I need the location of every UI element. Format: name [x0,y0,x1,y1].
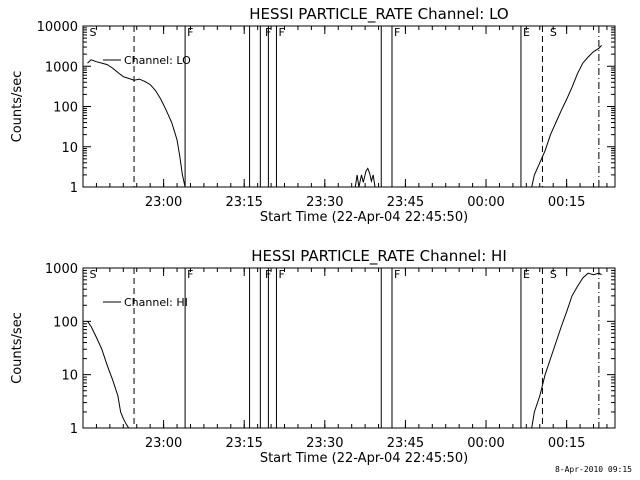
x-tick-label: 00:00 [467,436,504,451]
x-tick-label: 23:45 [387,195,424,210]
x-tick-label: 23:30 [306,195,343,210]
flag-label: F [265,26,271,39]
y-axis-label: Counts/sec [10,71,25,143]
flag-label: S [550,268,557,281]
series-line [531,272,602,429]
y-tick-label: 1000 [45,60,78,75]
x-tick-label: 00:15 [548,195,585,210]
y-tick-label: 10000 [37,20,78,35]
panel-lo: HESSI PARTICLE_RATE Channel: LO Counts/se… [10,5,616,225]
x-tick-label: 23:15 [225,195,262,210]
flag-label: F [278,26,284,39]
flag-label: F [278,268,284,281]
x-axis-label: Start Time (22-Apr-04 22:45:50) [260,451,468,466]
flag-label: F [187,26,193,39]
y-tick-label: 1 [70,422,78,437]
y-tick-label: 1000 [45,262,78,277]
y-tick-label: 10 [61,369,78,384]
flag-label: F [265,268,271,281]
plot-frame [82,267,616,429]
flag-label: F [394,26,400,39]
x-tick-label: 23:15 [225,436,262,451]
x-tick-label: 00:15 [548,436,585,451]
y-tick-label: 100 [53,101,78,116]
x-tick-label: 23:30 [306,436,343,451]
chart-title: HESSI PARTICLE_RATE Channel: HI [251,247,507,266]
legend-label: Channel: LO [124,54,191,67]
panel-hi: HESSI PARTICLE_RATE Channel: HI Counts/se… [10,247,616,466]
series-line [354,167,376,188]
flag-label: S [89,26,96,39]
footer-timestamp: 8-Apr-2010 09:15 [554,465,632,474]
flag-label: E [523,268,530,281]
y-axis-label: Counts/sec [10,312,25,384]
x-axis-label: Start Time (22-Apr-04 22:45:50) [260,210,468,225]
series-line [87,59,186,188]
series-line [531,45,602,188]
flag-label: F [394,268,400,281]
flag-label: F [187,268,193,281]
flag-label: E [523,26,530,39]
legend-label: Channel: HI [124,296,188,309]
y-tick-label: 10 [61,141,78,156]
y-tick-label: 1 [70,181,78,196]
flag-label: S [89,268,96,281]
flag-label: S [550,26,557,39]
y-tick-label: 100 [53,315,78,330]
x-tick-label: 23:45 [387,436,424,451]
chart-title: HESSI PARTICLE_RATE Channel: LO [249,5,508,24]
plot-frame [82,25,616,188]
series-line [87,321,130,429]
x-tick-label: 23:00 [145,436,182,451]
x-tick-label: 00:00 [467,195,504,210]
x-tick-label: 23:00 [145,195,182,210]
